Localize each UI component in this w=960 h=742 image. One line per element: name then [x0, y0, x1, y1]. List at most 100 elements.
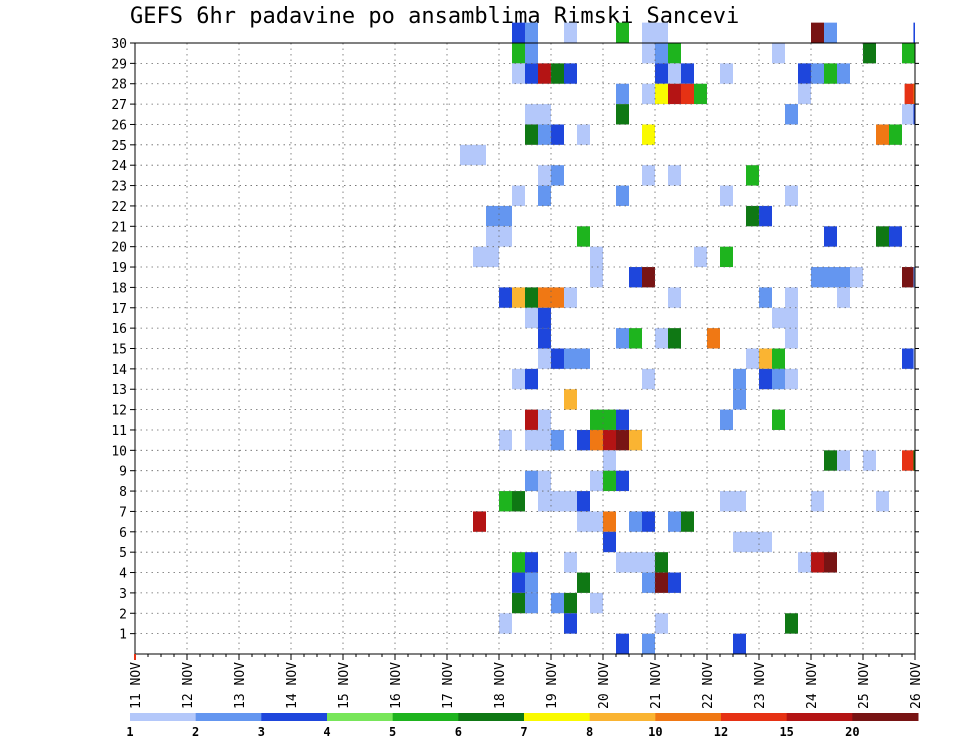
precip-cell	[564, 22, 577, 43]
precip-cell	[538, 287, 551, 308]
precip-cell	[577, 226, 590, 247]
legend-label: 6	[455, 725, 462, 739]
cells-layer	[460, 22, 915, 654]
chart-title: GEFS 6hr padavine po ansamblima Rimski S…	[130, 4, 740, 29]
precip-cell	[913, 348, 915, 369]
precip-cell	[512, 491, 525, 512]
precip-cell	[668, 43, 681, 64]
precip-cell	[577, 572, 590, 593]
precip-cell	[564, 63, 577, 84]
precip-cell	[720, 185, 733, 206]
precip-cell	[772, 43, 785, 64]
y-tick-label: 7	[119, 505, 127, 520]
precip-cell	[811, 22, 824, 43]
precip-cell	[655, 43, 668, 64]
precip-cell	[603, 409, 616, 430]
legend-swatch	[130, 713, 197, 721]
precip-cell	[525, 368, 538, 390]
precip-cell	[824, 552, 837, 573]
precip-cell	[733, 368, 746, 390]
precip-cell	[772, 368, 785, 390]
y-tick-label: 25	[111, 139, 127, 154]
x-tick-label: 11 NOV	[129, 662, 144, 709]
precip-cell	[913, 450, 915, 471]
precip-cell	[525, 592, 538, 614]
precip-cell	[824, 226, 837, 247]
legend-swatch	[392, 713, 459, 721]
precip-cell	[616, 633, 629, 654]
legend-label: 5	[389, 725, 396, 739]
precip-cell	[512, 592, 525, 614]
precip-cell	[785, 307, 798, 329]
y-tick-label: 16	[111, 322, 127, 337]
precip-cell	[512, 185, 525, 206]
precip-cell	[525, 409, 538, 430]
precip-cell	[460, 144, 473, 166]
precip-cell	[616, 552, 629, 573]
precip-cell	[629, 511, 642, 532]
y-tick-label: 26	[111, 118, 127, 133]
precip-cell	[837, 63, 850, 84]
precip-cell	[720, 409, 733, 430]
precip-cell	[551, 287, 564, 308]
precip-cell	[913, 104, 915, 125]
legend-label: 12	[714, 725, 728, 739]
precip-cell	[642, 83, 655, 105]
ticks-layer: 1234567891011121314151617181920212223242…	[111, 37, 924, 709]
precip-cell	[538, 429, 551, 451]
precip-cell	[538, 307, 551, 329]
precip-cell	[551, 348, 564, 369]
precip-cell	[629, 429, 642, 451]
y-tick-label: 2	[119, 607, 127, 622]
y-tick-label: 8	[119, 485, 127, 500]
precip-cell	[824, 22, 837, 43]
precip-cell	[616, 429, 629, 451]
precip-cell	[811, 552, 824, 573]
precip-cell	[642, 511, 655, 532]
precip-cell	[512, 368, 525, 390]
precip-cell	[876, 124, 889, 145]
y-tick-label: 14	[111, 363, 127, 378]
precip-cell	[538, 491, 551, 512]
precip-cell	[616, 470, 629, 492]
y-tick-label: 24	[111, 159, 127, 174]
legend-swatch	[327, 713, 394, 721]
precip-cell	[499, 613, 512, 634]
precip-cell	[590, 246, 603, 268]
precip-cell	[837, 287, 850, 308]
legend-label: 1	[126, 725, 133, 739]
precip-cell	[733, 389, 746, 410]
legend-swatch	[721, 713, 788, 721]
precip-cell	[746, 205, 759, 227]
precip-cell	[668, 165, 681, 186]
precip-cell	[733, 531, 746, 553]
precip-cell	[629, 267, 642, 288]
precip-cell	[499, 429, 512, 451]
precip-cell	[538, 470, 551, 492]
precip-cell	[564, 592, 577, 614]
precip-cell	[590, 267, 603, 288]
precip-cell	[551, 592, 564, 614]
precip-cell	[681, 63, 694, 84]
precip-cell	[512, 572, 525, 593]
precip-cell	[525, 470, 538, 492]
precip-cell	[655, 552, 668, 573]
precip-cell	[811, 63, 824, 84]
y-tick-label: 17	[111, 302, 127, 317]
precip-cell	[798, 63, 811, 84]
precip-cell	[525, 124, 538, 145]
legend-swatch	[524, 713, 591, 721]
precip-cell	[642, 22, 655, 43]
y-tick-label: 15	[111, 343, 127, 358]
precip-cell	[590, 409, 603, 430]
precip-cell	[590, 429, 603, 451]
precip-cell	[564, 613, 577, 634]
precip-cell	[694, 246, 707, 268]
precip-cell	[668, 287, 681, 308]
precip-cell	[642, 124, 655, 145]
precip-cell	[538, 104, 551, 125]
precip-cell	[655, 613, 668, 634]
precip-cell	[850, 267, 863, 288]
precip-cell	[863, 450, 876, 471]
